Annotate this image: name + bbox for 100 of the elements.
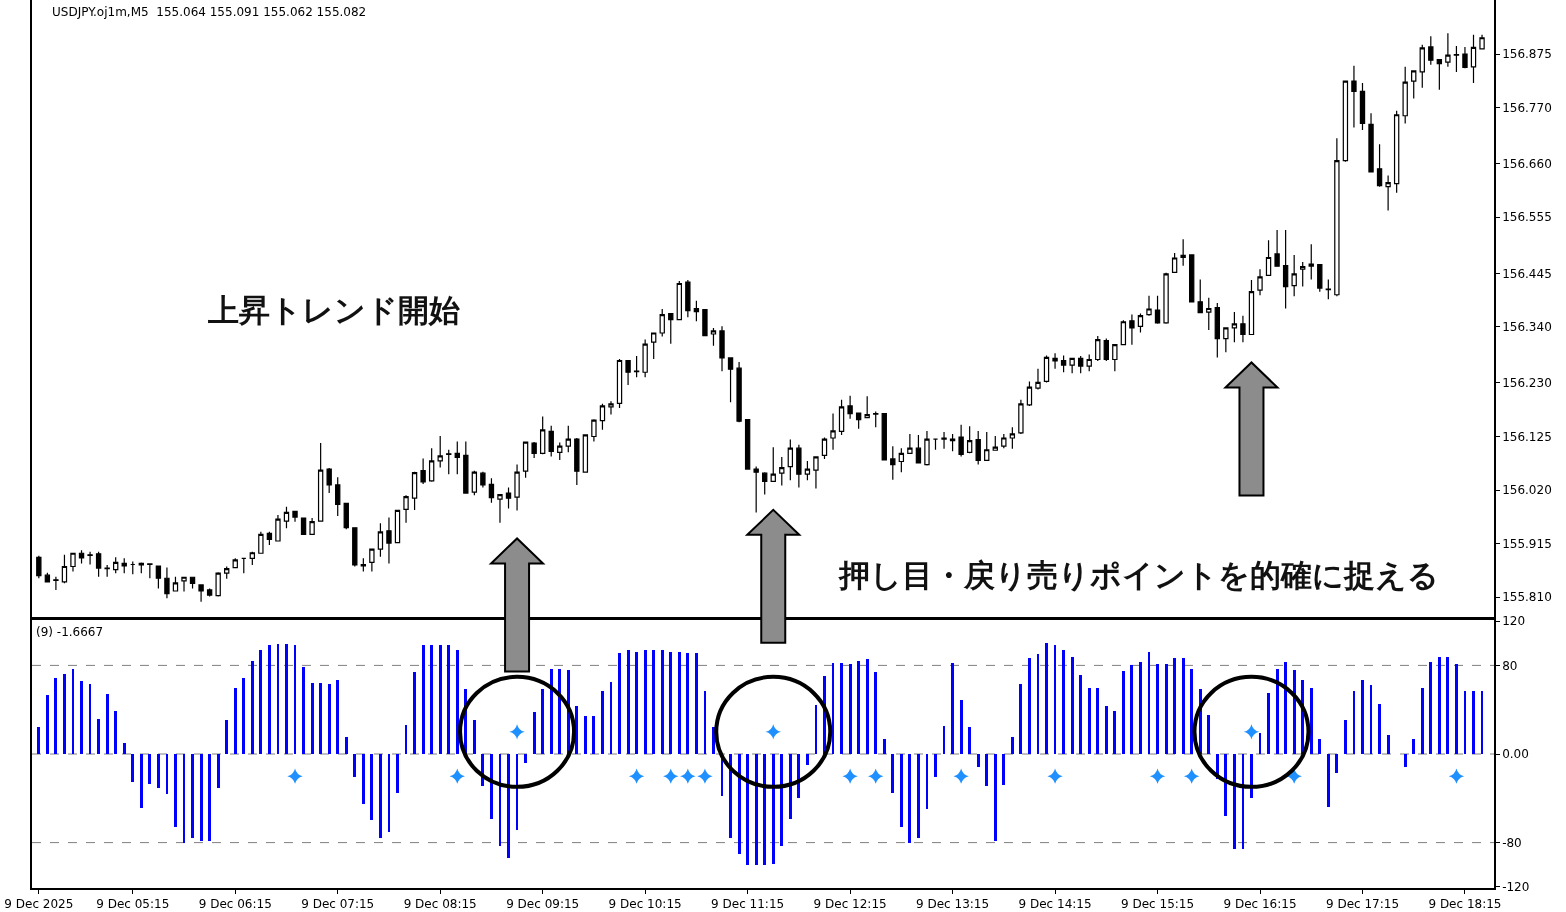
candlestick	[61, 554, 68, 584]
candlestick	[736, 361, 742, 423]
candlestick	[804, 460, 811, 481]
candlestick	[1214, 302, 1221, 359]
candlestick	[1436, 59, 1443, 91]
candlestick	[890, 445, 896, 481]
candlestick	[1359, 82, 1366, 131]
candlestick	[300, 517, 307, 536]
bar	[968, 727, 971, 754]
bar	[926, 754, 928, 809]
bar	[994, 754, 997, 841]
candlestick	[574, 437, 580, 486]
candlestick	[394, 509, 401, 544]
bar	[319, 683, 322, 754]
candlestick	[1043, 354, 1050, 384]
bar	[1148, 652, 1150, 754]
bar	[1318, 739, 1321, 754]
bar	[1284, 662, 1287, 754]
candlestick	[292, 510, 298, 523]
candlestick	[1479, 34, 1485, 51]
candlestick	[505, 486, 512, 509]
y-tick-label: 156.445	[1502, 266, 1552, 281]
bar	[533, 712, 536, 754]
candlestick	[847, 395, 853, 420]
bar	[1105, 706, 1108, 754]
candlestick	[668, 313, 674, 345]
y-tick-label: 156.875	[1502, 47, 1552, 62]
candlestick	[625, 359, 631, 386]
candlestick	[975, 430, 981, 466]
bar	[217, 754, 220, 788]
bar	[960, 700, 963, 754]
bar	[1353, 691, 1355, 754]
x-tick-label: 9 Dec 18:15	[1428, 897, 1502, 912]
candlestick	[992, 435, 998, 451]
bar	[191, 754, 194, 838]
y-tick-label: 156.340	[1502, 320, 1552, 335]
candlestick	[787, 438, 794, 481]
x-tick-label: 9 Dec 07:15	[301, 897, 375, 912]
bar	[311, 683, 314, 754]
bar	[1011, 737, 1014, 754]
bar	[370, 754, 373, 820]
bar	[1037, 654, 1039, 754]
bar	[806, 754, 809, 765]
bar	[208, 754, 211, 841]
bar	[1113, 711, 1116, 754]
bar	[797, 754, 800, 798]
candlestick	[87, 551, 93, 566]
bar	[883, 739, 886, 754]
text: (9) -1.6667	[36, 625, 104, 639]
candlestick	[70, 552, 76, 573]
y-tick-label: -80	[1502, 835, 1522, 850]
bar	[874, 672, 877, 754]
candlestick	[873, 410, 879, 428]
candlestick	[1171, 252, 1178, 273]
bar	[80, 681, 83, 754]
x-tick-label: 9 Dec 09:15	[506, 897, 580, 912]
bar	[541, 689, 544, 754]
candlestick	[138, 561, 144, 574]
candlestick	[266, 531, 273, 546]
candlestick	[830, 412, 836, 451]
bar	[114, 711, 117, 754]
bar	[328, 684, 331, 754]
bar	[1182, 658, 1185, 754]
candlestick	[1470, 34, 1477, 84]
bar	[1062, 650, 1065, 754]
candlestick	[1206, 297, 1212, 331]
candlestick	[898, 447, 905, 473]
candlestick	[838, 399, 845, 436]
x-tick-label: 9 Dec 16:15	[1223, 897, 1297, 912]
bar	[456, 650, 459, 754]
candlestick	[1325, 278, 1332, 300]
candlestick	[1223, 326, 1229, 353]
bar	[1387, 735, 1390, 754]
bar	[1088, 688, 1091, 754]
bar	[661, 650, 664, 754]
candlestick	[949, 433, 956, 452]
candlestick	[36, 555, 42, 579]
bar	[473, 720, 476, 754]
candlestick	[471, 470, 478, 496]
candlestick	[309, 517, 315, 535]
bar	[627, 650, 630, 754]
bar	[592, 716, 595, 754]
bar	[1472, 691, 1475, 754]
candlestick	[1052, 352, 1058, 370]
bar	[422, 645, 425, 754]
candlestick	[454, 440, 460, 475]
candlestick	[796, 444, 802, 489]
bar	[1404, 754, 1407, 767]
bar	[396, 754, 399, 793]
candlestick	[352, 527, 358, 568]
y-tick-label: 156.770	[1502, 100, 1552, 115]
candlestick	[258, 531, 264, 554]
candlestick	[1095, 335, 1101, 362]
candlestick	[428, 447, 435, 483]
candlestick	[548, 425, 554, 457]
candlestick	[1445, 32, 1451, 68]
candlestick	[958, 424, 964, 457]
bar	[1412, 739, 1415, 754]
x-tick-label: 9 Dec 17:15	[1325, 897, 1400, 912]
bar	[1276, 669, 1279, 754]
